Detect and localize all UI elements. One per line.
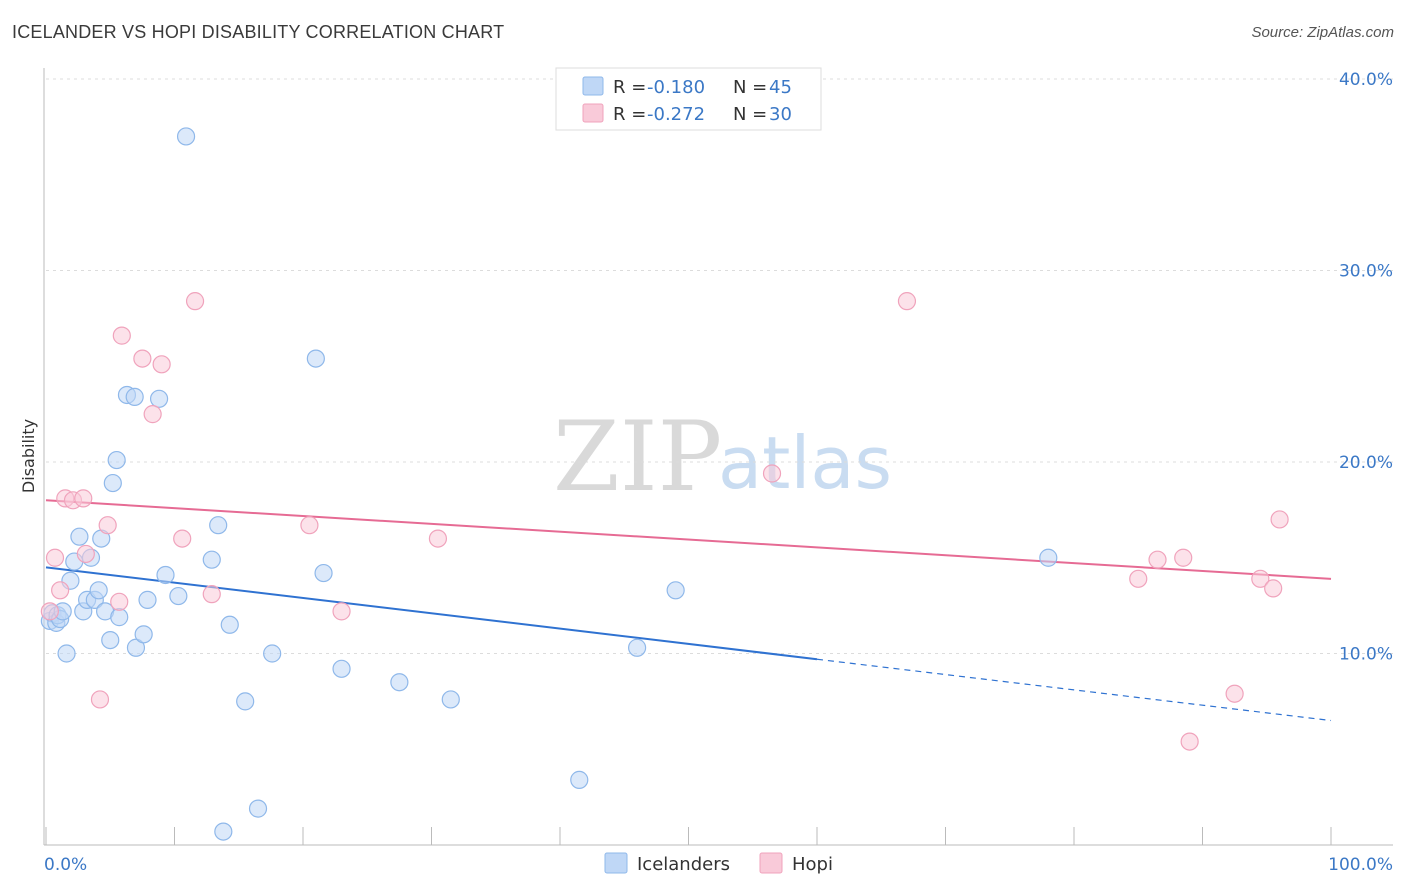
point-hopi bbox=[40, 602, 59, 621]
point-icelanders bbox=[125, 387, 144, 406]
point-icelanders bbox=[1039, 548, 1058, 567]
point-icelanders bbox=[138, 590, 157, 609]
gridlines bbox=[46, 78, 1393, 654]
series-legend-label-hopi: Hopi bbox=[792, 854, 833, 875]
point-hopi bbox=[110, 592, 129, 611]
legend-r-value-hopi: -0.272 bbox=[647, 104, 705, 125]
point-icelanders bbox=[441, 690, 460, 709]
point-icelanders bbox=[390, 673, 409, 692]
point-hopi bbox=[173, 529, 192, 548]
legend-n-label-hopi: N = bbox=[733, 104, 767, 125]
point-icelanders bbox=[70, 527, 89, 546]
point-hopi bbox=[45, 548, 65, 567]
x-tick-label-max: 100.0% bbox=[1328, 855, 1393, 875]
legend-r-label-icelanders: R = bbox=[613, 77, 646, 98]
point-icelanders bbox=[314, 563, 333, 583]
legend-swatch-icelanders bbox=[582, 76, 604, 96]
point-hopi bbox=[74, 489, 93, 508]
point-icelanders bbox=[110, 608, 129, 627]
point-hopi bbox=[1180, 732, 1199, 751]
point-hopi bbox=[202, 585, 221, 604]
point-hopi bbox=[1148, 550, 1167, 569]
source-label: Source: ZipAtlas.com bbox=[1251, 24, 1394, 41]
point-hopi bbox=[98, 516, 117, 535]
point-icelanders bbox=[169, 586, 188, 606]
point-hopi bbox=[300, 516, 319, 535]
series-legend: Icelanders Hopi bbox=[604, 852, 833, 875]
point-hopi bbox=[1225, 684, 1244, 703]
point-icelanders bbox=[149, 389, 169, 408]
point-hopi bbox=[112, 326, 131, 345]
chart-title: ICELANDER VS HOPI DISABILITY CORRELATION… bbox=[12, 22, 505, 42]
trend-lines bbox=[45, 499, 1332, 722]
point-icelanders bbox=[89, 581, 108, 600]
y-tick-label: 10.0% bbox=[1339, 645, 1393, 665]
point-hopi bbox=[185, 292, 205, 311]
point-hopi bbox=[90, 690, 110, 709]
legend-n-value-hopi: 30 bbox=[769, 104, 792, 125]
point-icelanders bbox=[570, 770, 589, 789]
point-icelanders bbox=[156, 565, 175, 585]
stats-legend: R = -0.180 N = 45 R = -0.272 N = 30 bbox=[555, 67, 822, 131]
point-icelanders bbox=[176, 127, 196, 146]
point-icelanders bbox=[332, 659, 351, 678]
axes: 10.0% 20.0% 30.0% 40.0% bbox=[43, 68, 1393, 846]
point-icelanders bbox=[57, 644, 76, 663]
point-icelanders bbox=[263, 644, 282, 663]
point-icelanders bbox=[666, 581, 685, 600]
point-hopi bbox=[76, 544, 95, 564]
watermark-atlas: atlas bbox=[718, 421, 892, 505]
point-hopi bbox=[332, 602, 351, 621]
point-icelanders bbox=[126, 638, 146, 657]
point-hopi bbox=[428, 529, 448, 548]
series-legend-swatch-icelanders bbox=[604, 852, 628, 874]
legend-r-value-icelanders: -0.180 bbox=[647, 77, 705, 98]
watermark-zip: ZIP bbox=[553, 401, 722, 513]
trend-line-hopi bbox=[45, 499, 1332, 580]
trend-line-extension-icelanders bbox=[816, 658, 1332, 722]
point-hopi bbox=[1129, 569, 1148, 588]
point-hopi bbox=[133, 349, 152, 368]
legend-r-label-hopi: R = bbox=[613, 104, 646, 125]
point-icelanders bbox=[101, 630, 120, 650]
point-icelanders bbox=[103, 473, 122, 493]
point-icelanders bbox=[248, 799, 268, 818]
point-icelanders bbox=[306, 349, 325, 368]
y-tick-label: 20.0% bbox=[1339, 453, 1393, 473]
y-tick-label: 40.0% bbox=[1339, 70, 1393, 90]
series-legend-swatch-hopi bbox=[759, 852, 783, 874]
point-hopi bbox=[1270, 510, 1289, 529]
point-icelanders bbox=[202, 550, 221, 569]
legend-swatch-hopi bbox=[582, 103, 604, 123]
point-hopi bbox=[143, 405, 162, 424]
series-legend-label-icelanders: Icelanders bbox=[637, 854, 730, 875]
point-hopi bbox=[51, 581, 70, 600]
point-hopi bbox=[1264, 579, 1283, 598]
point-icelanders bbox=[134, 625, 153, 644]
point-hopi bbox=[762, 464, 782, 483]
point-hopi bbox=[1174, 548, 1193, 567]
point-icelanders bbox=[107, 450, 126, 470]
trend-line-icelanders bbox=[45, 566, 818, 661]
legend-n-value-icelanders: 45 bbox=[769, 77, 792, 98]
data-points bbox=[40, 127, 1289, 841]
point-icelanders bbox=[209, 516, 228, 535]
point-hopi bbox=[897, 292, 917, 311]
point-icelanders bbox=[627, 638, 647, 657]
point-icelanders bbox=[220, 615, 239, 634]
y-tick-label: 30.0% bbox=[1339, 262, 1393, 282]
point-icelanders bbox=[236, 692, 255, 711]
point-icelanders bbox=[214, 822, 233, 841]
point-hopi bbox=[1251, 569, 1270, 588]
y-axis-title: Disability bbox=[19, 419, 38, 493]
x-tick-label-min: 0.0% bbox=[44, 855, 87, 875]
point-hopi bbox=[152, 355, 171, 374]
legend-n-label-icelanders: N = bbox=[733, 77, 767, 98]
